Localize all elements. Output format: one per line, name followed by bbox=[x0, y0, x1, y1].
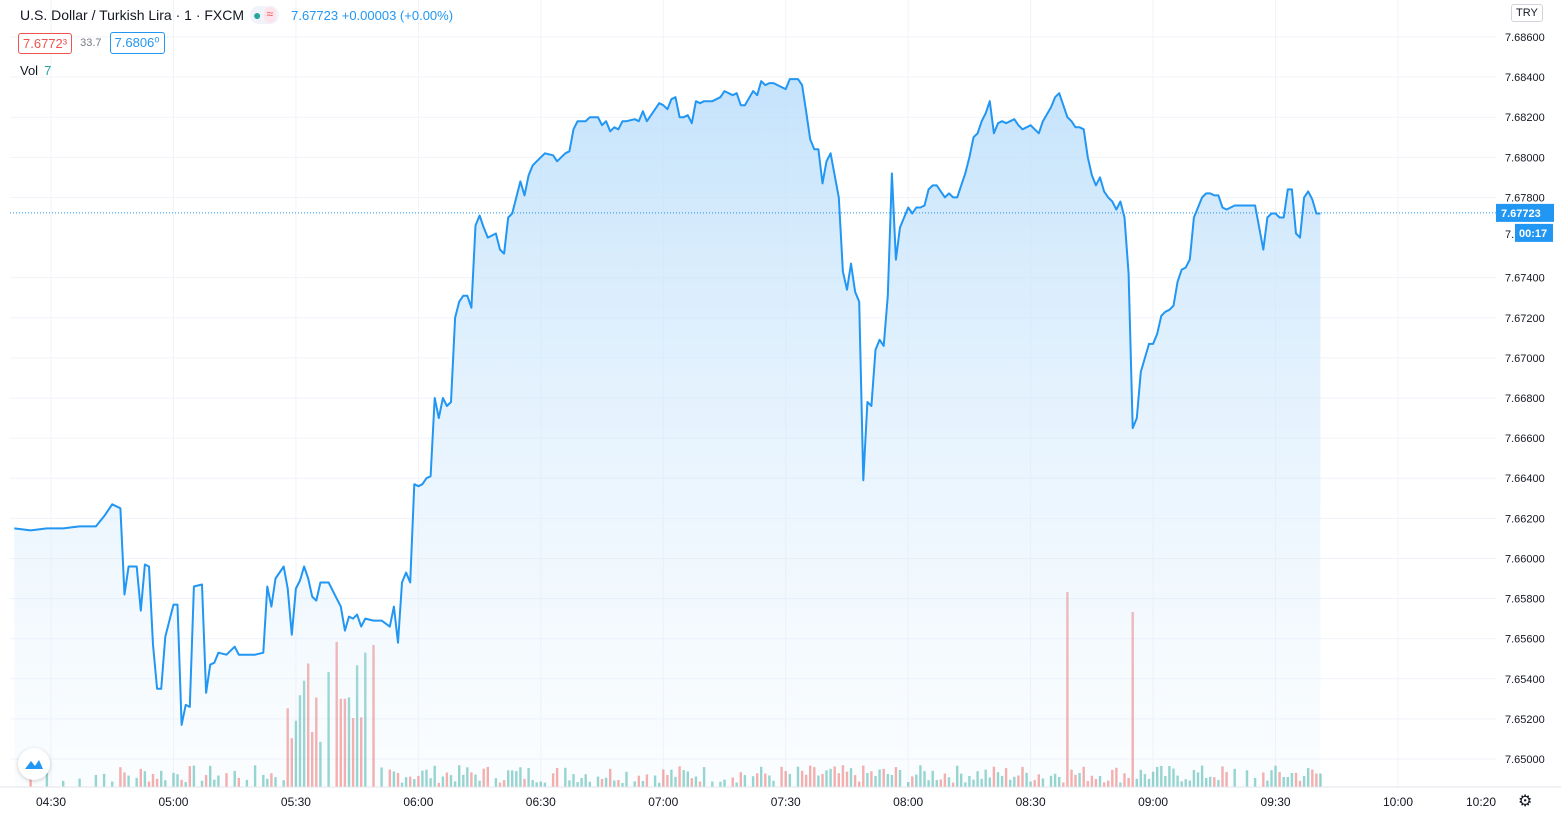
price-line bbox=[14, 78, 1321, 726]
last-price-badge bbox=[1496, 203, 1554, 222]
price-axis[interactable]: 7.68600 7.68400 7.68200 7.68000 7.67800 7.674… bbox=[1505, 32, 1545, 766]
status-pill[interactable]: ● ≈ bbox=[250, 6, 280, 24]
price-tick-label: 7.66400 bbox=[1505, 473, 1545, 485]
volume-label: Vol bbox=[20, 63, 39, 78]
price-tick-label: 7.65800 bbox=[1505, 594, 1545, 606]
time-tick-label: 09:30 bbox=[1261, 795, 1291, 809]
price-tick-label: 7.66600 bbox=[1505, 433, 1545, 445]
price-tick-label: 7.65000 bbox=[1505, 754, 1545, 766]
price-tick-label: 7.68600 bbox=[1505, 32, 1545, 44]
last-price-label: 7.67723 7. 00:17 bbox=[1496, 203, 1554, 242]
time-tick-label: 04:30 bbox=[36, 795, 66, 809]
time-tick-label: 06:30 bbox=[526, 795, 556, 809]
price-tick-label: 7.65400 bbox=[1505, 674, 1545, 686]
time-tick-label: 05:00 bbox=[158, 795, 188, 809]
price-tick-label: 7.68000 bbox=[1505, 152, 1545, 164]
volume-legend: Vol 7 bbox=[20, 63, 51, 78]
price-tick-label: 7.66200 bbox=[1505, 513, 1545, 525]
time-tick-label: 10:20 bbox=[1466, 795, 1496, 809]
spread-value: 33.7 bbox=[80, 37, 102, 49]
price-tick-label: 7.68400 bbox=[1505, 72, 1545, 84]
symbol-title[interactable]: U.S. Dollar / Turkish Lira · 1 · FXCM bbox=[20, 7, 245, 23]
price-tick-label: 7.68200 bbox=[1505, 112, 1545, 124]
time-tick-label: 06:00 bbox=[403, 795, 433, 809]
price-tick-label: 7.66800 bbox=[1505, 393, 1545, 405]
time-tick-label: 09:00 bbox=[1138, 795, 1168, 809]
price-tick-label: 7.67000 bbox=[1505, 353, 1545, 365]
partial-price-label: 7. bbox=[1505, 229, 1514, 241]
legend-values: 7.67723 +0.00003 (+0.00%) bbox=[291, 8, 453, 23]
time-tick-label: 08:30 bbox=[1016, 795, 1046, 809]
time-tick-label: 07:00 bbox=[648, 795, 678, 809]
countdown-badge bbox=[1515, 223, 1553, 242]
time-axis[interactable]: 04:30 05:00 05:30 06:00 06:30 07:00 07:30 08:00… bbox=[0, 786, 1561, 809]
time-tick-label: 07:30 bbox=[771, 795, 801, 809]
buy-price-button[interactable]: 7.6806⁰ bbox=[109, 32, 165, 54]
market-open-dot-icon: ● bbox=[253, 7, 262, 23]
price-tick-label: 7.66000 bbox=[1505, 553, 1545, 565]
price-tick-label: 7.67400 bbox=[1505, 273, 1545, 285]
sell-price-button[interactable]: 7.6772³ bbox=[18, 32, 73, 54]
volume-value: 7 bbox=[44, 63, 52, 78]
last-price-text: 7.67723 bbox=[1501, 208, 1541, 220]
price-tick-label: 7.65600 bbox=[1505, 634, 1545, 646]
price-tick-label: 7.67200 bbox=[1505, 313, 1545, 325]
bid-ask-quotes: 7.6772³ 33.7 7.6806⁰ bbox=[18, 32, 165, 54]
time-tick-label: 08:00 bbox=[893, 795, 923, 809]
legend-last-price: 7.67723 bbox=[291, 7, 339, 23]
countdown-text: 00:17 bbox=[1519, 228, 1547, 240]
currency-button[interactable]: TRY bbox=[1511, 4, 1543, 22]
price-tick-label: 7.67800 bbox=[1505, 192, 1545, 204]
legend-change: +0.00003 (+0.00%) bbox=[341, 7, 454, 23]
gear-icon[interactable]: ⚙ bbox=[1518, 793, 1533, 810]
time-tick-label: 10:00 bbox=[1383, 795, 1413, 809]
tradingview-logo-icon[interactable] bbox=[18, 748, 50, 780]
price-area-fill bbox=[14, 79, 1321, 788]
approx-icon: ≈ bbox=[263, 7, 277, 23]
price-tick-label: 7.65200 bbox=[1505, 714, 1545, 726]
time-tick-label: 05:30 bbox=[281, 795, 311, 809]
symbol-legend: U.S. Dollar / Turkish Lira · 1 · FXCM ● … bbox=[20, 6, 453, 24]
